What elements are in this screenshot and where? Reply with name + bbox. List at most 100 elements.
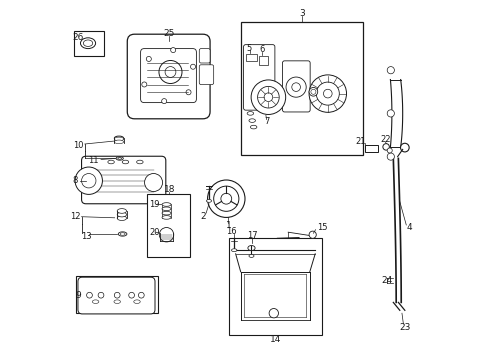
Ellipse shape (114, 300, 121, 303)
Circle shape (264, 93, 273, 102)
Circle shape (114, 292, 120, 298)
Text: 19: 19 (149, 200, 160, 209)
Text: 15: 15 (317, 223, 327, 232)
Text: 17: 17 (247, 231, 258, 240)
Text: 5: 5 (247, 44, 252, 53)
Circle shape (87, 292, 92, 298)
Ellipse shape (80, 38, 96, 49)
Ellipse shape (248, 246, 255, 251)
Ellipse shape (134, 300, 140, 303)
Circle shape (162, 99, 167, 104)
Circle shape (147, 57, 151, 62)
Circle shape (98, 292, 104, 298)
Ellipse shape (249, 119, 255, 122)
Ellipse shape (249, 255, 254, 257)
Circle shape (165, 67, 176, 77)
Circle shape (387, 67, 394, 74)
Circle shape (251, 80, 286, 114)
Circle shape (81, 174, 96, 188)
Ellipse shape (117, 212, 126, 217)
Text: 10: 10 (74, 141, 84, 150)
Circle shape (387, 148, 392, 153)
FancyBboxPatch shape (199, 49, 210, 63)
Circle shape (309, 231, 316, 238)
FancyBboxPatch shape (81, 156, 166, 204)
Circle shape (171, 48, 176, 53)
FancyBboxPatch shape (282, 61, 310, 112)
Bar (76, 276, 158, 313)
Circle shape (258, 86, 279, 108)
Circle shape (139, 292, 144, 298)
Text: 7: 7 (264, 117, 270, 126)
Bar (229, 238, 322, 335)
Text: 26: 26 (72, 33, 84, 42)
Ellipse shape (231, 249, 237, 252)
Circle shape (75, 167, 102, 194)
Text: 3: 3 (299, 9, 305, 18)
Text: 21: 21 (355, 137, 366, 146)
Circle shape (286, 77, 306, 97)
Circle shape (387, 153, 394, 160)
Circle shape (292, 83, 300, 91)
FancyBboxPatch shape (244, 45, 275, 110)
FancyBboxPatch shape (127, 34, 210, 119)
FancyBboxPatch shape (141, 49, 196, 103)
Text: 4: 4 (406, 223, 412, 232)
Ellipse shape (83, 40, 93, 46)
Circle shape (186, 90, 191, 95)
Circle shape (323, 89, 332, 98)
Ellipse shape (92, 300, 99, 303)
Ellipse shape (116, 157, 123, 160)
Text: 23: 23 (399, 323, 411, 332)
Text: 1: 1 (226, 221, 232, 230)
Ellipse shape (117, 216, 126, 220)
Ellipse shape (118, 232, 127, 236)
Text: 25: 25 (163, 29, 174, 38)
Circle shape (387, 110, 394, 117)
Bar (74, 31, 103, 56)
Ellipse shape (162, 216, 171, 219)
Circle shape (129, 292, 134, 298)
Text: 11: 11 (88, 156, 98, 166)
Ellipse shape (114, 140, 123, 144)
Ellipse shape (250, 125, 257, 129)
Ellipse shape (247, 112, 254, 115)
Text: 2: 2 (201, 212, 206, 220)
Text: 6: 6 (260, 45, 265, 54)
Circle shape (145, 174, 163, 192)
Ellipse shape (114, 136, 123, 140)
Ellipse shape (114, 137, 123, 141)
Ellipse shape (162, 203, 171, 206)
Circle shape (191, 64, 196, 69)
Ellipse shape (162, 207, 171, 211)
Text: 14: 14 (270, 336, 281, 344)
Circle shape (400, 143, 409, 152)
Bar (147, 194, 190, 257)
Ellipse shape (162, 211, 171, 215)
Ellipse shape (108, 160, 114, 164)
Ellipse shape (122, 160, 129, 164)
Circle shape (208, 180, 245, 217)
Circle shape (311, 89, 316, 94)
Bar (241, 22, 363, 155)
Ellipse shape (118, 158, 122, 159)
Text: 9: 9 (76, 291, 81, 300)
Ellipse shape (117, 209, 126, 213)
Circle shape (309, 75, 346, 112)
Ellipse shape (206, 199, 212, 202)
Bar (259, 56, 269, 65)
Circle shape (309, 87, 318, 96)
Text: 18: 18 (164, 185, 175, 194)
Text: 16: 16 (226, 228, 237, 237)
Text: 24: 24 (382, 276, 393, 285)
Text: 20: 20 (149, 228, 160, 237)
Text: 8: 8 (73, 176, 78, 185)
Circle shape (383, 144, 390, 150)
Circle shape (159, 228, 174, 242)
Circle shape (316, 82, 339, 105)
Ellipse shape (120, 233, 125, 235)
FancyBboxPatch shape (78, 277, 155, 314)
Circle shape (221, 193, 232, 204)
Bar (365, 145, 378, 152)
FancyBboxPatch shape (199, 65, 214, 85)
